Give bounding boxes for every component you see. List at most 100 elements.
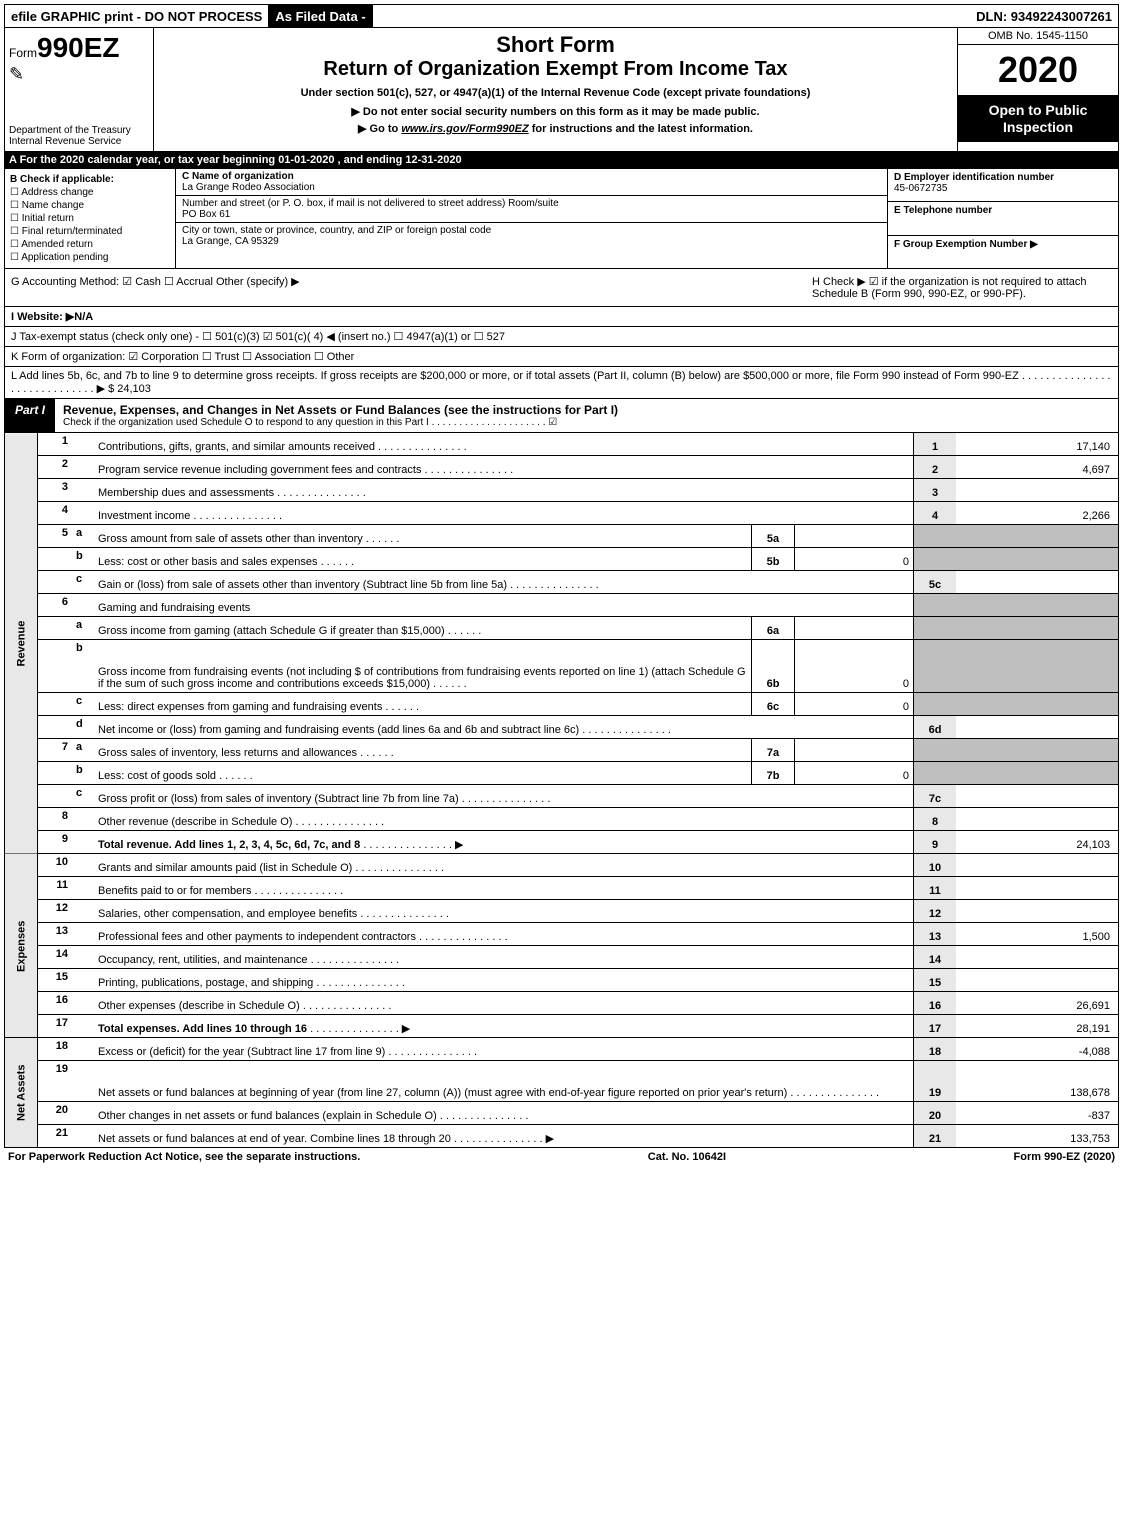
form-header: Form990EZ ✎ Department of the Treasury I… [4,28,1119,152]
line-boxval [956,854,1119,877]
line-subletter [72,1102,94,1125]
part-i-tag: Part I [5,399,55,432]
line-number: 11 [38,877,73,900]
line-boxval: 28,191 [956,1015,1119,1038]
open-to-public: Open to Public Inspection [958,96,1118,142]
page-footer: For Paperwork Reduction Act Notice, see … [4,1148,1119,1166]
line-midval: 0 [795,640,914,693]
line-subletter: d [72,716,94,739]
line-row: 6Gaming and fundraising events [5,594,1119,617]
line-boxnum: 15 [914,969,957,992]
topbar: efile GRAPHIC print - DO NOT PROCESS As … [4,4,1119,28]
line-boxval [956,571,1119,594]
c-city-value: La Grange, CA 95329 [182,236,279,247]
line-boxnum-shade [914,693,957,716]
line-boxval-shade [956,617,1119,640]
cb-initial-return[interactable]: ☐ Initial return [10,213,170,224]
line-number: 9 [38,831,73,854]
omb-number: OMB No. 1545-1150 [958,28,1118,45]
line-boxval-shade [956,548,1119,571]
under-section: Under section 501(c), 527, or 4947(a)(1)… [162,87,949,99]
line-subletter [72,479,94,502]
line-row: 4Investment income . . . . . . . . . . .… [5,502,1119,525]
org-info-block: B Check if applicable: ☐ Address change … [4,169,1119,269]
line-subletter [72,900,94,923]
line-desc: Net assets or fund balances at beginning… [94,1061,914,1102]
line-boxval [956,946,1119,969]
d-ein-label: D Employer identification number [894,172,1054,183]
short-form: Short Form [162,32,949,58]
line-boxval-shade [956,640,1119,693]
line-row: 16Other expenses (describe in Schedule O… [5,992,1119,1015]
line-boxval [956,900,1119,923]
line-desc: Other changes in net assets or fund bala… [94,1102,914,1125]
row-k-form-of-org: K Form of organization: ☑ Corporation ☐ … [4,347,1119,367]
line-number: 2 [38,456,73,479]
h-schedule-b: H Check ▶ ☑ if the organization is not r… [806,269,1118,306]
cb-amended-return[interactable]: ☐ Amended return [10,239,170,250]
line-boxnum: 1 [914,433,957,456]
line-desc: Net income or (loss) from gaming and fun… [94,716,914,739]
e-phone-label: E Telephone number [894,205,992,216]
line-subletter: c [72,785,94,808]
line-desc: Grants and similar amounts paid (list in… [94,854,914,877]
line-number: 19 [38,1061,73,1102]
line-boxval: 17,140 [956,433,1119,456]
return-title: Return of Organization Exempt From Incom… [162,58,949,81]
line-row: 7aGross sales of inventory, less returns… [5,739,1119,762]
line-boxval: 138,678 [956,1061,1119,1102]
g-accounting-method: G Accounting Method: ☑ Cash ☐ Accrual Ot… [5,269,806,306]
c-city-label: City or town, state or province, country… [182,225,491,236]
cb-application-pending[interactable]: ☐ Application pending [10,252,170,263]
line-desc: Gaming and fundraising events [94,594,914,617]
line-boxval: 2,266 [956,502,1119,525]
section-label: Net Assets [5,1038,38,1148]
line-subletter [72,969,94,992]
tax-year: 2020 [958,45,1118,96]
part-i-table: Revenue1Contributions, gifts, grants, an… [4,433,1119,1148]
line-row: 15Printing, publications, postage, and s… [5,969,1119,992]
c-name-label: C Name of organization [182,171,294,182]
line-row: bGross income from fundraising events (n… [5,640,1119,693]
line-subletter: c [72,571,94,594]
line-row: 3Membership dues and assessments . . . .… [5,479,1119,502]
line-boxnum: 5c [914,571,957,594]
dln-label: DLN: 93492243007261 [970,5,1118,27]
line-number: 15 [38,969,73,992]
line-number: 13 [38,923,73,946]
line-row: cLess: direct expenses from gaming and f… [5,693,1119,716]
cb-address-change[interactable]: ☐ Address change [10,187,170,198]
line-desc: Program service revenue including govern… [94,456,914,479]
line-boxnum-shade [914,640,957,693]
line-row: 14Occupancy, rent, utilities, and mainte… [5,946,1119,969]
line-boxnum-shade [914,594,957,617]
form-meta-block: OMB No. 1545-1150 2020 Open to Public In… [957,28,1118,151]
footer-formno: Form 990-EZ (2020) [1014,1151,1116,1163]
line-desc: Total expenses. Add lines 10 through 16 … [94,1015,914,1038]
line-boxval: -837 [956,1102,1119,1125]
line-boxnum: 2 [914,456,957,479]
line-subletter: b [72,762,94,785]
line-desc: Gross income from gaming (attach Schedul… [94,617,752,640]
line-desc: Excess or (deficit) for the year (Subtra… [94,1038,914,1061]
line-boxnum-shade [914,617,957,640]
line-boxnum-shade [914,739,957,762]
line-subletter [72,1015,94,1038]
box-d-e-f: D Employer identification number 45-0672… [887,169,1118,268]
irs-link[interactable]: www.irs.gov/Form990EZ [401,123,528,135]
line-row: bLess: cost or other basis and sales exp… [5,548,1119,571]
line-boxnum: 16 [914,992,957,1015]
section-label: Revenue [5,433,38,854]
line-boxnum-shade [914,525,957,548]
line-number: 16 [38,992,73,1015]
line-row: 17Total expenses. Add lines 10 through 1… [5,1015,1119,1038]
row-a-calendar-year: A For the 2020 calendar year, or tax yea… [4,152,1119,169]
line-boxval-shade [956,594,1119,617]
line-number: 20 [38,1102,73,1125]
cb-final-return[interactable]: ☐ Final return/terminated [10,226,170,237]
ssn-warning: ▶ Do not enter social security numbers o… [162,105,949,118]
line-midbox: 6c [752,693,795,716]
cb-name-change[interactable]: ☐ Name change [10,200,170,211]
line-boxval [956,785,1119,808]
line-desc: Membership dues and assessments . . . . … [94,479,914,502]
